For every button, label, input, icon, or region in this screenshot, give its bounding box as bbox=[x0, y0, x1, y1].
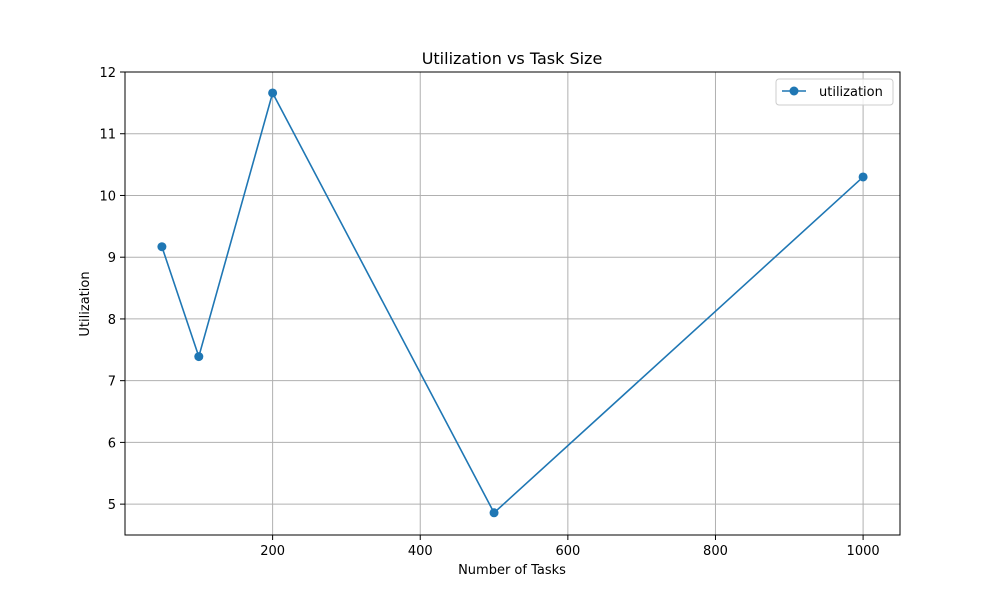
y-tick-label: 8 bbox=[108, 313, 116, 328]
data-point bbox=[268, 88, 278, 98]
y-axis-ticks: 5 6 7 8 9 10 11 12 bbox=[99, 66, 125, 513]
data-point bbox=[858, 172, 868, 182]
x-tick-label: 800 bbox=[703, 544, 728, 559]
x-axis-label: Number of Tasks bbox=[458, 563, 566, 578]
x-tick-label: 1000 bbox=[847, 544, 880, 559]
x-tick-label: 200 bbox=[260, 544, 285, 559]
y-tick-label: 9 bbox=[108, 251, 116, 266]
y-tick-label: 11 bbox=[99, 128, 116, 143]
y-tick-label: 6 bbox=[108, 436, 116, 451]
series-layer bbox=[157, 88, 868, 518]
plot-area-frame bbox=[124, 71, 901, 536]
y-tick-label: 12 bbox=[99, 66, 116, 81]
legend-box bbox=[775, 78, 894, 106]
y-axis-label: Utilization bbox=[78, 271, 93, 336]
x-axis-ticks: 200 400 600 800 1000 bbox=[260, 535, 880, 559]
x-tick-label: 600 bbox=[555, 544, 580, 559]
y-tick-label: 5 bbox=[108, 498, 116, 513]
y-tick-label: 7 bbox=[108, 375, 116, 390]
legend-label-utilization: utilization bbox=[819, 85, 883, 100]
legend-marker bbox=[789, 86, 799, 96]
data-point bbox=[157, 242, 167, 252]
x-tick-label: 400 bbox=[408, 544, 433, 559]
data-point bbox=[489, 508, 499, 518]
chart-title: Utilization vs Task Size bbox=[422, 49, 603, 68]
y-tick-label: 10 bbox=[99, 189, 116, 204]
grid bbox=[125, 71, 900, 535]
legend: utilization bbox=[775, 78, 894, 106]
data-point bbox=[194, 352, 204, 362]
series-line-utilization bbox=[161, 92, 864, 514]
